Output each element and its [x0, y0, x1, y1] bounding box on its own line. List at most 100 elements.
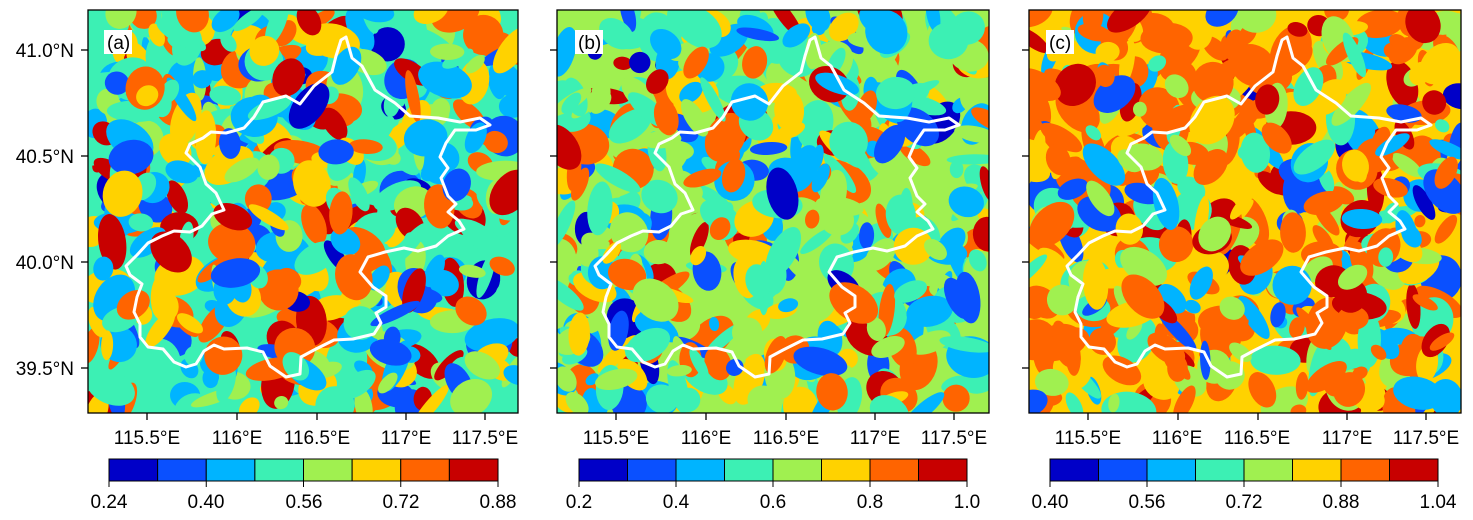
contour-blob	[948, 186, 984, 218]
colorbar-label: 0.2	[566, 492, 592, 513]
contour-blob	[736, 27, 780, 42]
contour-blob	[643, 239, 674, 265]
colorbar-swatch	[1243, 458, 1293, 482]
contour-blob	[1296, 307, 1332, 350]
contour-blob	[345, 10, 375, 52]
contour-blob	[331, 46, 362, 85]
contour-blob	[108, 139, 154, 175]
contour-blob	[1272, 265, 1312, 305]
contour-blob	[1295, 371, 1309, 400]
map-panel-a: (a) 115.5°E 116°E 116.5°E 117°E 117.5°E …	[16, 9, 519, 513]
colorbar-swatch	[724, 458, 774, 482]
contour-blob	[145, 310, 176, 348]
contour-blob	[339, 369, 376, 400]
x-tick-label: 116°E	[1152, 428, 1203, 449]
contour-blob	[1429, 332, 1455, 351]
y-tick-label: 40.0°N	[16, 253, 74, 274]
colorbar-swatch	[254, 458, 305, 482]
panel-label-box	[104, 30, 132, 54]
contour-blob	[749, 141, 788, 156]
contour-blob	[489, 169, 518, 216]
contour-blob	[1082, 257, 1109, 310]
contour-blob	[1189, 266, 1213, 300]
contour-blob	[156, 19, 207, 52]
contour-blob	[354, 387, 373, 413]
colorbar-labels: 0.2 0.4 0.6 0.8 1.0	[566, 492, 980, 513]
panel-label: (b)	[578, 33, 601, 54]
contour-blob	[1205, 10, 1239, 27]
contour-blob	[1121, 274, 1165, 319]
contour-blob	[272, 58, 306, 97]
x-tick-label: 116°E	[681, 428, 732, 449]
x-tick-label: 115.5°E	[1055, 428, 1121, 449]
contour-blob	[765, 227, 802, 278]
contour-blob	[742, 46, 768, 79]
contour-blob	[97, 214, 127, 270]
contour-blob	[924, 238, 947, 261]
contour-blob	[811, 163, 830, 193]
contour-blob	[666, 364, 692, 377]
contour-blob	[1065, 392, 1084, 413]
contour-blob	[403, 39, 426, 62]
contour-blob	[1405, 10, 1441, 44]
contour-blob	[430, 43, 465, 61]
colorbar-swatch	[1340, 458, 1390, 482]
contour-blob	[1337, 264, 1368, 290]
x-tick-label: 117°E	[1322, 428, 1373, 449]
panel-label-box	[575, 30, 603, 54]
contour-blob	[1293, 67, 1324, 106]
contour-blob	[1029, 201, 1075, 248]
contour-blob	[258, 269, 299, 311]
y-tick-label: 39.5°N	[16, 359, 74, 380]
contour-blob	[804, 209, 820, 229]
colorbar-swatch	[627, 458, 677, 482]
contour-blob	[1235, 10, 1277, 33]
contour-blob	[1412, 185, 1436, 220]
contour-blob	[257, 154, 280, 180]
contour-blob	[247, 97, 292, 121]
contour-blob	[378, 372, 398, 394]
contour-blob	[88, 392, 109, 413]
contour-blob	[675, 387, 701, 413]
contour-blob	[1432, 58, 1455, 80]
colorbar-swatch	[1146, 458, 1196, 482]
colorbar-label: 0.40	[1032, 492, 1069, 513]
contour-blob	[1315, 265, 1351, 298]
x-tick-labels: 115.5°E 116°E 116.5°E 117°E 117.5°E	[114, 428, 518, 449]
contour-blob	[413, 10, 449, 25]
contour-blob	[442, 168, 471, 202]
y-tick-label: 40.5°N	[16, 147, 74, 168]
contour-blob	[1289, 317, 1305, 339]
contour-blob	[859, 10, 895, 37]
x-tick-label: 117.5°E	[1393, 428, 1459, 449]
panel-label: (c)	[1049, 33, 1071, 54]
contour-blob	[774, 89, 805, 132]
contour-blob	[1389, 34, 1407, 48]
y-tick-label: 41.0°N	[16, 41, 74, 62]
contour-blob	[972, 216, 989, 252]
contour-blob	[1082, 10, 1104, 34]
contour-field	[88, 10, 518, 413]
contour-blob	[730, 83, 769, 121]
contour-blob	[689, 221, 709, 258]
contour-blob	[1219, 296, 1245, 320]
contour-blob	[599, 18, 634, 50]
contour-blob	[1342, 32, 1367, 77]
contour-blob	[568, 312, 590, 356]
contour-blob	[248, 204, 289, 231]
x-tick-label: 115.5°E	[114, 428, 180, 449]
contour-blob	[503, 365, 518, 386]
contour-blob	[1312, 225, 1334, 251]
x-tick-label: 115.5°E	[583, 428, 649, 449]
contour-blob	[876, 76, 916, 110]
colorbar	[1049, 458, 1439, 487]
contour-blob	[1095, 64, 1115, 87]
contour-blob	[88, 71, 120, 90]
contour-blob	[683, 46, 709, 79]
contour-blob	[775, 121, 806, 140]
contour-blob	[412, 384, 449, 413]
contour-blob	[645, 69, 669, 94]
contour-blob	[1167, 354, 1188, 382]
contour-blob	[885, 194, 916, 236]
colorbar-label: 0.56	[1129, 492, 1166, 513]
